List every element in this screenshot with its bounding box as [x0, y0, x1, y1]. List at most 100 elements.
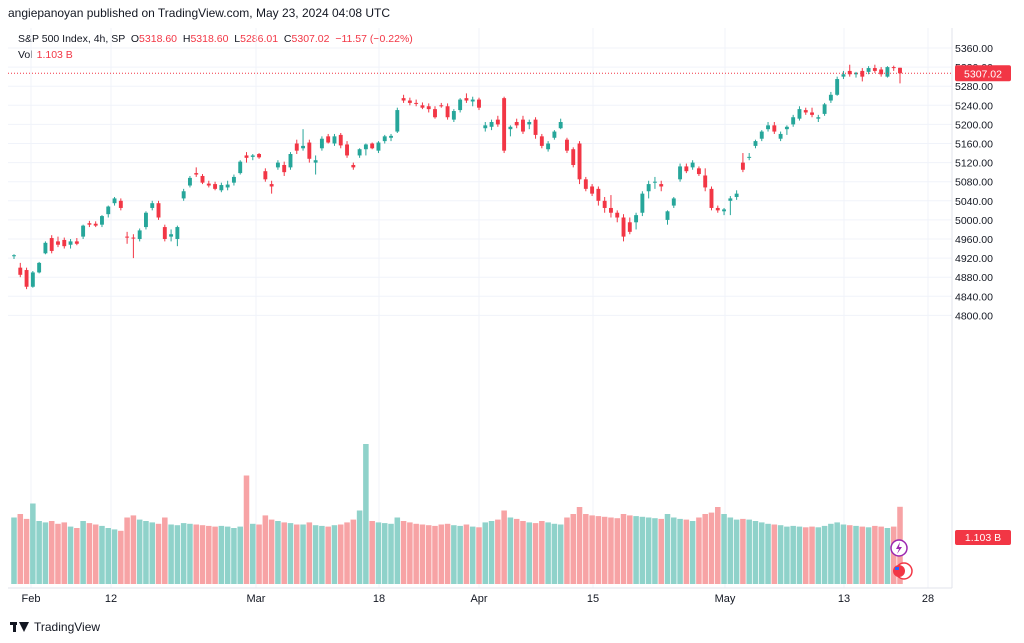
candle-body [62, 239, 67, 247]
candle-body [483, 125, 488, 129]
volume-bar [664, 514, 671, 584]
candle-body [439, 105, 444, 107]
candle-body [81, 225, 86, 237]
volume-bars [11, 444, 903, 584]
candle-body [106, 206, 111, 215]
price-chart[interactable]: 5360.005320.005280.005240.005200.005160.… [0, 0, 1024, 615]
price-tick-label: 4880.00 [955, 272, 993, 284]
volume-bar [287, 523, 294, 584]
candle-body [470, 99, 475, 102]
candle-body [659, 184, 664, 187]
volume-bar [375, 522, 382, 584]
candle-body [646, 184, 651, 192]
candle-body [194, 173, 199, 175]
volume-badge: 1.103 B [955, 530, 1011, 545]
price-tick-label: 4920.00 [955, 253, 993, 265]
candle-body [118, 200, 123, 208]
time-tick-label: 15 [587, 593, 599, 605]
low-label: L [234, 33, 241, 45]
price-tick-label: 4960.00 [955, 234, 993, 246]
candle-body [533, 119, 538, 135]
volume-bar [809, 526, 815, 584]
volume-bar [262, 515, 269, 584]
volume-bar [834, 522, 840, 584]
candle-body [263, 171, 268, 180]
candle-body [351, 164, 356, 168]
time-tick-label: May [715, 593, 736, 605]
volume-bar [488, 521, 495, 584]
candle-body [596, 188, 601, 201]
candle-body [678, 166, 683, 180]
price-tick-label: 5240.00 [955, 100, 993, 112]
candle-body [187, 177, 192, 186]
candle-body [822, 104, 827, 114]
volume-bar [319, 525, 325, 584]
volume-bar [633, 516, 639, 584]
candle-body [891, 67, 896, 69]
candle-body [696, 168, 701, 175]
volume-bar [275, 521, 281, 584]
volume-bar [67, 526, 74, 584]
candle-body [640, 193, 645, 213]
volume-bar [11, 517, 17, 584]
candle-body [213, 184, 218, 189]
candle-body [583, 179, 588, 189]
volume-bar [162, 517, 168, 584]
volume-bar [61, 522, 68, 584]
candle-body [759, 131, 764, 139]
change-value: −11.57 (−0.22%) [335, 33, 413, 45]
volume-bar [400, 521, 407, 584]
volume-badge-label: 1.103 B [965, 532, 1001, 544]
tradingview-logo-icon [10, 621, 30, 633]
volume-bar [212, 526, 218, 584]
volume-bar [143, 521, 149, 584]
volume-bar [482, 522, 489, 584]
candle-body [433, 109, 437, 118]
candle-body [854, 72, 858, 75]
volume-bar [595, 516, 602, 584]
volume-bar [199, 525, 206, 584]
volume-bar [394, 517, 401, 584]
candle-body [665, 211, 670, 220]
volume-bar [790, 525, 796, 584]
event-icon-lightning[interactable] [890, 539, 908, 557]
time-axis[interactable]: Feb 12 Mar 18 Apr 15 May 13 28 [22, 593, 935, 605]
candle-body [363, 144, 368, 150]
price-tick-label: 4840.00 [955, 291, 993, 303]
candle-body [766, 125, 770, 130]
candle-body [401, 98, 406, 101]
candle-body [175, 227, 180, 239]
volume-bar [696, 517, 702, 584]
volume-bar [583, 514, 589, 584]
volume-bar [545, 522, 551, 584]
us-flag-icon[interactable] [893, 562, 913, 580]
vol-label: Vol [18, 49, 33, 61]
candle-body [250, 155, 255, 157]
candle-body [376, 142, 381, 151]
candle-body [68, 241, 73, 245]
candle-body [772, 125, 777, 132]
volume-bar [438, 524, 445, 584]
candle-body [885, 67, 890, 77]
candle-body [797, 109, 802, 119]
volume-bar [237, 526, 243, 584]
volume-bar [250, 523, 256, 584]
price-tick-label: 5000.00 [955, 215, 993, 227]
time-tick-label: 12 [105, 593, 117, 605]
candle-body [319, 138, 324, 149]
candle-body [112, 198, 117, 204]
candle-body [489, 122, 494, 127]
volume-bar [381, 523, 388, 584]
candle-body [18, 267, 23, 275]
price-axis[interactable]: 5360.005320.005280.005240.005200.005160.… [955, 43, 993, 322]
volume-bar [859, 526, 866, 584]
candle-body [527, 122, 532, 125]
candle-body [690, 162, 695, 168]
volume-bar [746, 519, 752, 584]
candle-body [370, 143, 375, 149]
candle-body [860, 70, 865, 77]
volume-bar [639, 516, 646, 584]
volume-bar [419, 524, 426, 584]
candle-body [37, 262, 42, 273]
candle-body [778, 133, 783, 139]
